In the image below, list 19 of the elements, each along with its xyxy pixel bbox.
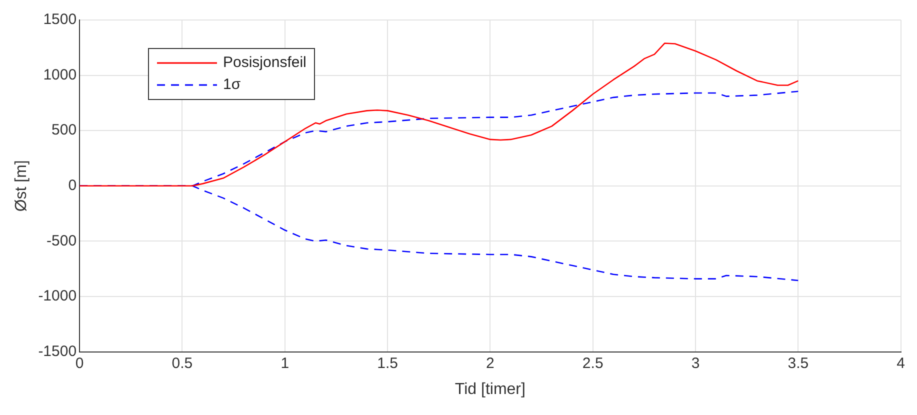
x-tick-label: 2.5 <box>582 354 604 372</box>
y-axis-title: Øst [m] <box>13 160 30 212</box>
x-tick-label: 3 <box>691 354 700 372</box>
y-tick-label: -1000 <box>38 288 77 305</box>
legend-label: 1σ <box>223 75 241 95</box>
y-tick-label: -500 <box>46 232 77 250</box>
x-axis-title: Tid [timer] <box>454 380 526 398</box>
legend-label: Posisjonsfeil <box>223 53 306 73</box>
y-tick-label: 1500 <box>43 11 77 28</box>
x-tick-label: 0.5 <box>172 354 193 372</box>
x-tick-label: 2 <box>486 354 494 372</box>
x-tick-label: 4 <box>896 354 905 372</box>
y-tick-label: 0 <box>68 177 77 194</box>
x-tick-label: 1.5 <box>377 354 398 372</box>
y-tick-label: 500 <box>52 122 77 139</box>
y-tick-label: 1000 <box>43 66 77 84</box>
x-tick-label: 1 <box>280 354 290 372</box>
x-tick-label: 3.5 <box>788 354 809 372</box>
y-tick-label: -1500 <box>38 342 77 360</box>
